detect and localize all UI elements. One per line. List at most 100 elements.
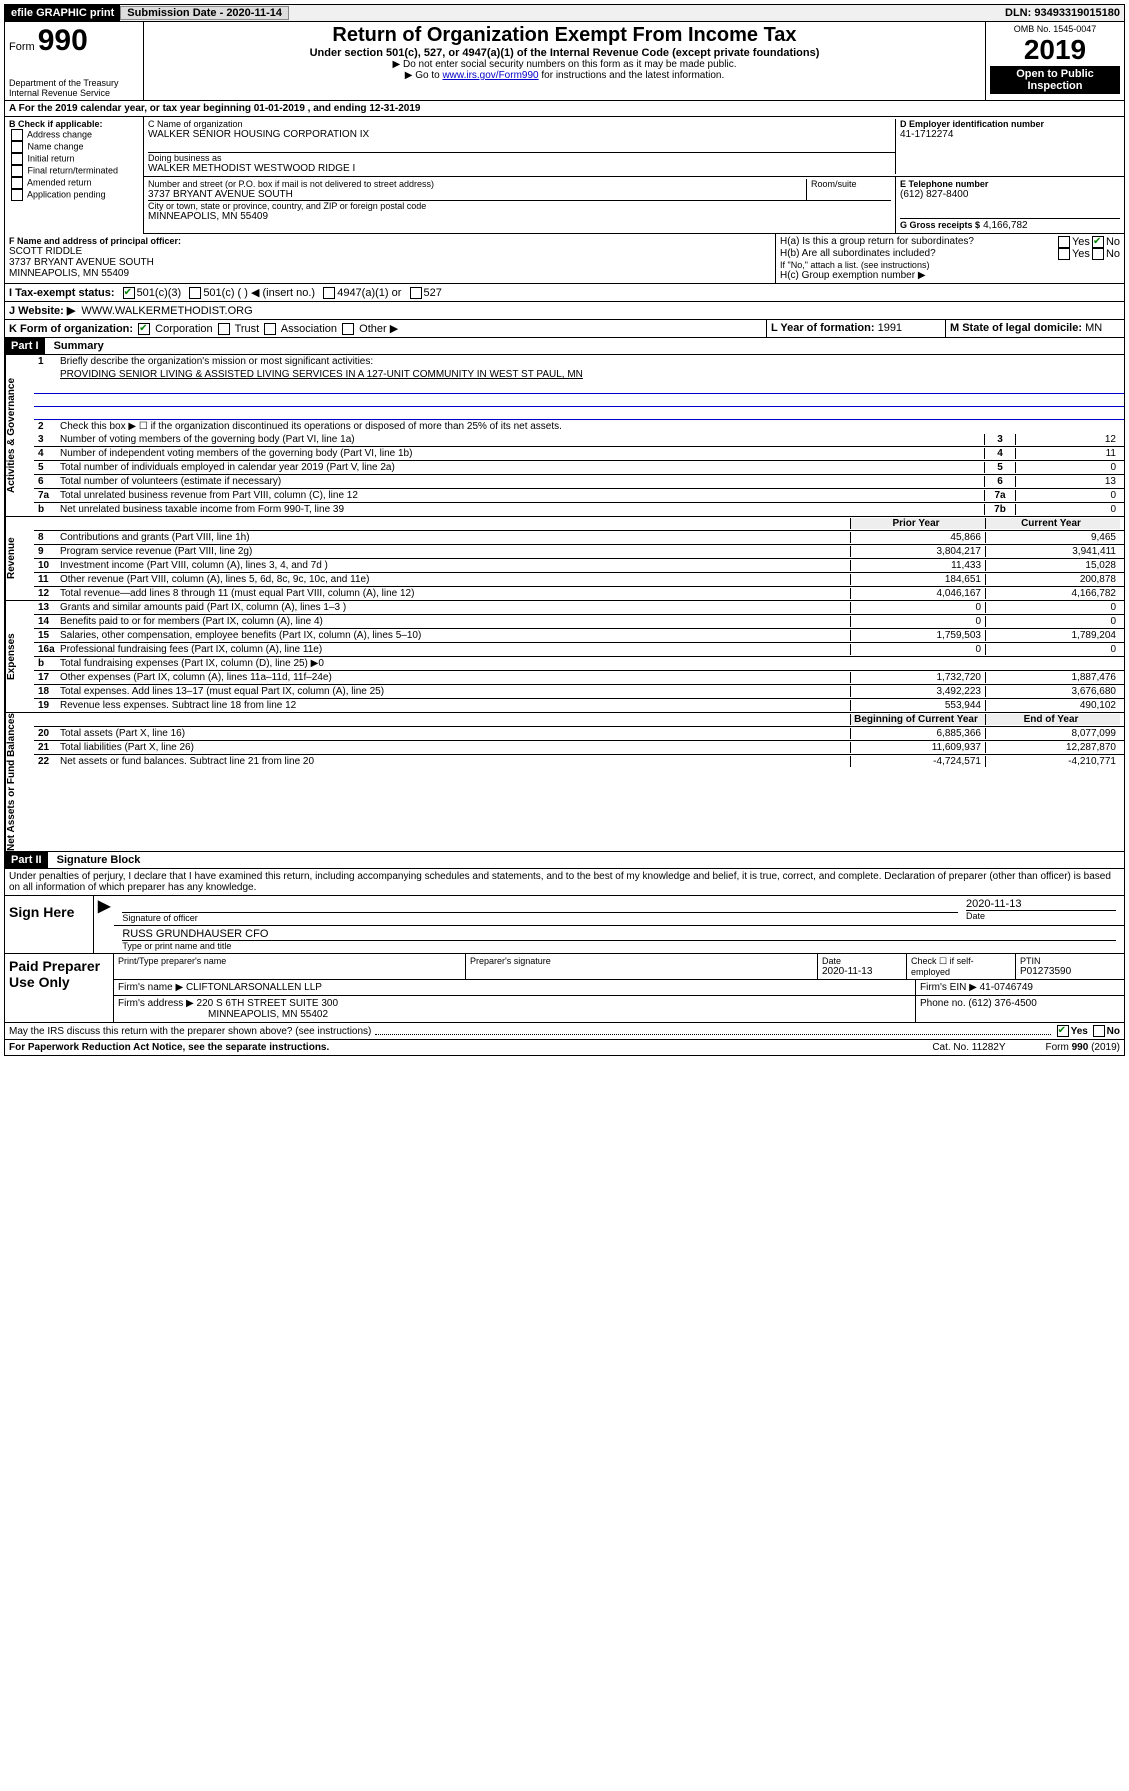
mission: PROVIDING SENIOR LIVING & ASSISTED LIVIN… <box>60 369 1120 380</box>
l19-cy: 490,102 <box>985 700 1120 711</box>
line7b-val: 0 <box>1015 504 1120 515</box>
part2-title: Signature Block <box>51 852 147 868</box>
l16a-py: 0 <box>850 644 985 655</box>
f-section: F Name and address of principal officer:… <box>5 234 776 283</box>
dln: DLN: 93493319015180 <box>1005 7 1124 19</box>
form-note2: ▶ Go to www.irs.gov/Form990 for instruct… <box>148 70 981 81</box>
firm-ein: 41-0746749 <box>980 982 1033 993</box>
side-revenue: Revenue <box>5 517 34 600</box>
side-expenses: Expenses <box>5 601 34 712</box>
room-label: Room/suite <box>811 179 891 189</box>
d-label: D Employer identification number <box>900 119 1120 129</box>
sign-here-label: Sign Here <box>5 896 94 953</box>
firm-addr2: MINNEAPOLIS, MN 55402 <box>208 1009 328 1020</box>
l13-cy: 0 <box>985 602 1120 613</box>
cb-address[interactable]: Address change <box>9 129 139 141</box>
part1-header: Part I <box>5 338 45 354</box>
prep-date: 2020-11-13 <box>822 966 902 977</box>
l14-cy: 0 <box>985 616 1120 627</box>
gross-receipts: 4,166,782 <box>983 220 1028 231</box>
summary-expenses: Expenses 13Grants and similar amounts pa… <box>4 601 1125 713</box>
l12-cy: 4,166,782 <box>985 588 1120 599</box>
l19-py: 553,944 <box>850 700 985 711</box>
cb-amended[interactable]: Amended return <box>9 177 139 189</box>
l22-cy: -4,210,771 <box>985 756 1120 767</box>
summary-net: Net Assets or Fund Balances Beginning of… <box>4 713 1125 852</box>
g-label: G Gross receipts $ <box>900 220 980 230</box>
cb-name[interactable]: Name change <box>9 141 139 153</box>
part1-title: Summary <box>48 338 110 354</box>
ein: 41-1712274 <box>900 129 1120 140</box>
sig-arrow-icon: ▶ <box>94 896 114 953</box>
l10-py: 11,433 <box>850 560 985 571</box>
section-b-to-g: B Check if applicable: Address change Na… <box>4 117 1125 234</box>
cb-final[interactable]: Final return/terminated <box>9 165 139 177</box>
firm-phone: (612) 376-4500 <box>968 998 1036 1009</box>
officer-addr2: MINNEAPOLIS, MN 55409 <box>9 268 771 279</box>
cb-initial[interactable]: Initial return <box>9 153 139 165</box>
line3-val: 12 <box>1015 434 1120 445</box>
sig-declaration: Under penalties of perjury, I declare th… <box>4 869 1125 896</box>
line5-val: 0 <box>1015 462 1120 473</box>
l15-cy: 1,789,204 <box>985 630 1120 641</box>
side-net: Net Assets or Fund Balances <box>5 713 34 851</box>
l21-cy: 12,287,870 <box>985 742 1120 753</box>
ptin: P01273590 <box>1020 966 1120 977</box>
line4-val: 11 <box>1015 448 1120 459</box>
open-public: Open to Public Inspection <box>990 66 1120 94</box>
form-title: Return of Organization Exempt From Incom… <box>148 24 981 47</box>
l11-py: 184,651 <box>850 574 985 585</box>
col-b: B Check if applicable: Address change Na… <box>5 117 144 234</box>
website-val: WWW.WALKERMETHODIST.ORG <box>81 305 252 317</box>
discuss-text: May the IRS discuss this return with the… <box>9 1026 371 1037</box>
street: 3737 BRYANT AVENUE SOUTH <box>148 189 806 200</box>
l15-py: 1,759,503 <box>850 630 985 641</box>
cat-no: Cat. No. 11282Y <box>932 1042 1005 1053</box>
l16a-cy: 0 <box>985 644 1120 655</box>
officer-addr1: 3737 BRYANT AVENUE SOUTH <box>9 257 771 268</box>
phone: (612) 827-8400 <box>900 189 1120 200</box>
m-val: MN <box>1085 322 1102 334</box>
l9-py: 3,804,217 <box>850 546 985 557</box>
dba: WALKER METHODIST WESTWOOD RIDGE I <box>148 163 895 174</box>
officer-typed: RUSS GRUNDHAUSER CFO <box>122 928 1116 940</box>
l20-py: 6,885,366 <box>850 728 985 739</box>
l10-cy: 15,028 <box>985 560 1120 571</box>
part2-header: Part II <box>5 852 48 868</box>
city-label: City or town, state or province, country… <box>148 201 891 211</box>
efile-button[interactable]: efile GRAPHIC print <box>5 5 120 21</box>
l9-cy: 3,941,411 <box>985 546 1120 557</box>
line6-val: 13 <box>1015 476 1120 487</box>
irs-link[interactable]: www.irs.gov/Form990 <box>442 70 538 81</box>
l-val: 1991 <box>878 322 902 334</box>
l-label: L Year of formation: <box>771 322 875 334</box>
l17-cy: 1,887,476 <box>985 672 1120 683</box>
form-number: 990 <box>38 24 88 57</box>
line7a-val: 0 <box>1015 490 1120 501</box>
dept-label: Department of the Treasury Internal Reve… <box>9 78 139 98</box>
corp-check <box>138 323 150 335</box>
form-header: Form 990 Department of the Treasury Inte… <box>4 22 1125 101</box>
org-name: WALKER SENIOR HOUSING CORPORATION IX <box>148 129 895 140</box>
tax-year: 2019 <box>990 34 1120 66</box>
summary-governance: Activities & Governance 1Briefly describ… <box>4 355 1125 517</box>
l22-py: -4,724,571 <box>850 756 985 767</box>
l8-cy: 9,465 <box>985 532 1120 543</box>
omb: OMB No. 1545-0047 <box>990 24 1120 34</box>
sig-date: 2020-11-13 <box>966 898 1116 910</box>
hdr-prior: Prior Year <box>850 518 985 529</box>
form-prefix: Form <box>9 41 35 53</box>
l21-py: 11,609,937 <box>850 742 985 753</box>
summary-revenue: Revenue Prior YearCurrent Year 8Contribu… <box>4 517 1125 601</box>
officer-name: SCOTT RIDDLE <box>9 246 771 257</box>
l20-cy: 8,077,099 <box>985 728 1120 739</box>
k-label: K Form of organization: <box>9 323 133 335</box>
l18-cy: 3,676,680 <box>985 686 1120 697</box>
cb-pending[interactable]: Application pending <box>9 189 139 201</box>
501c3-check <box>123 287 135 299</box>
paid-preparer-label: Paid Preparer Use Only <box>5 954 114 1022</box>
form-note1: ▶ Do not enter social security numbers o… <box>148 59 981 70</box>
street-label: Number and street (or P.O. box if mail i… <box>148 179 806 189</box>
dba-label: Doing business as <box>148 153 895 163</box>
form-footer: Form 990 (2019) <box>1046 1042 1120 1053</box>
